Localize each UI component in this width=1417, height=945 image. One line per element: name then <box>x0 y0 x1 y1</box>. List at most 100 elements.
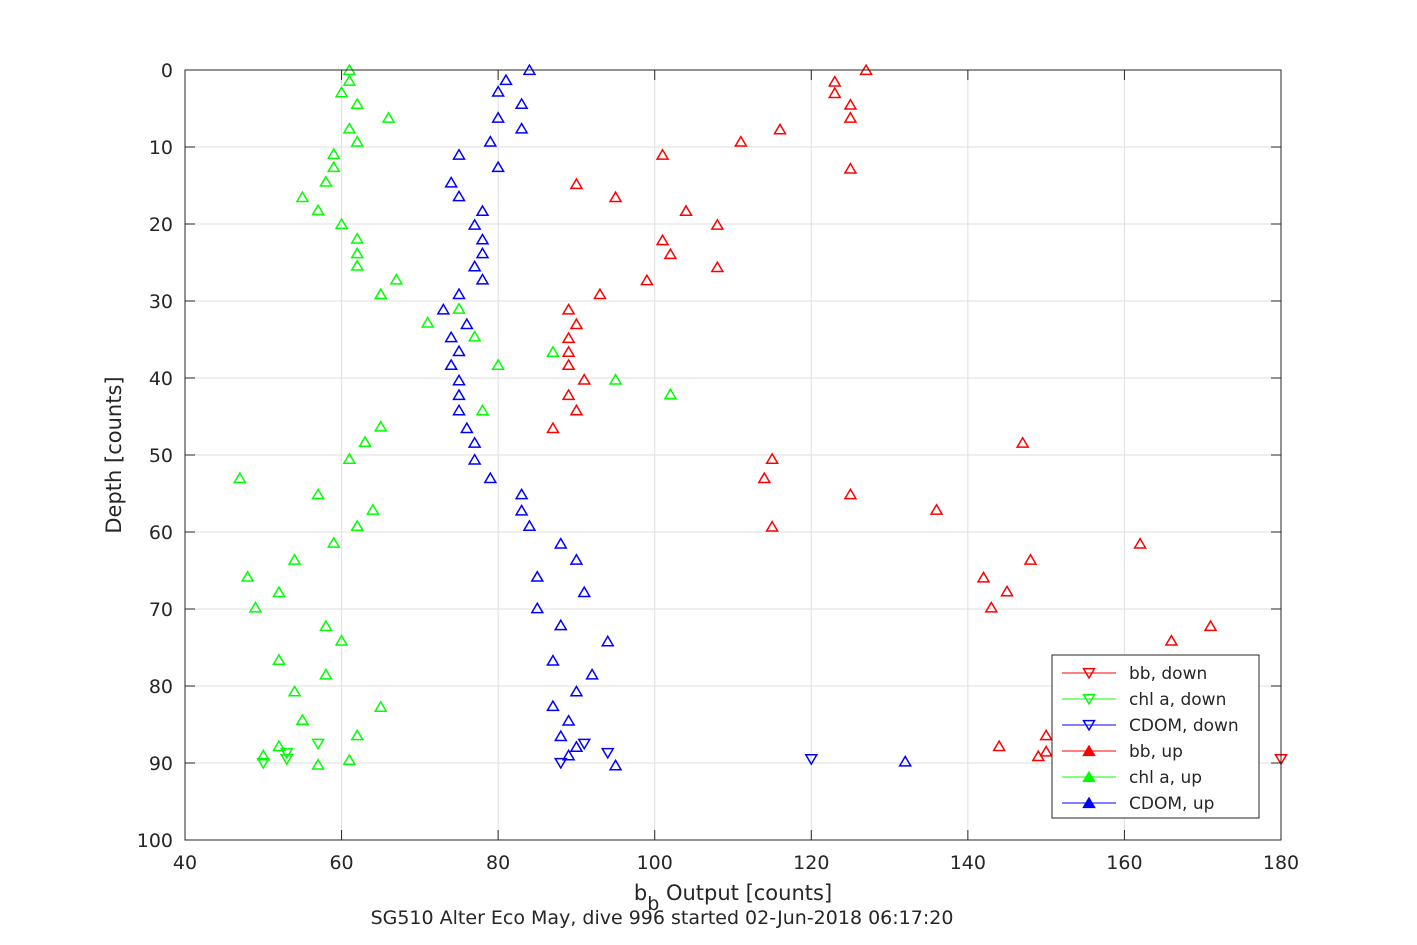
data-point <box>444 330 458 343</box>
data-point <box>773 122 787 135</box>
data-point <box>295 713 310 726</box>
data-point <box>334 85 349 98</box>
legend-marker <box>1082 744 1096 757</box>
data-point <box>272 585 286 598</box>
legend-box <box>1051 654 1260 819</box>
data-markers <box>232 63 1288 771</box>
data-point <box>460 421 474 434</box>
data-point <box>319 175 333 187</box>
data-point <box>663 387 678 400</box>
data-point <box>256 757 271 770</box>
data-point <box>663 247 678 260</box>
y-tick-label: 40 <box>149 368 173 390</box>
data-point <box>319 668 333 680</box>
legend: bb, down chl a, down CDOM, down bb, up chl a… <box>1051 654 1260 819</box>
y-tick-label: 0 <box>161 60 173 82</box>
data-point <box>992 739 1006 752</box>
data-point <box>569 177 584 190</box>
data-point <box>311 203 325 216</box>
data-point <box>757 471 772 484</box>
legend-label: bb, up <box>1129 742 1183 762</box>
data-point <box>1203 619 1218 632</box>
data-point <box>608 758 623 771</box>
data-point <box>240 570 255 582</box>
data-point <box>452 403 466 416</box>
data-point <box>342 753 357 766</box>
data-point <box>311 738 325 751</box>
y-axis-title: Depth [counts] <box>102 376 126 533</box>
data-point <box>350 259 365 271</box>
data-point <box>475 246 490 259</box>
series-4 <box>232 63 678 770</box>
data-point <box>350 135 365 147</box>
data-point <box>553 757 568 770</box>
data-point <box>843 487 858 500</box>
data-point <box>655 233 670 246</box>
y-tick-label: 100 <box>137 830 173 852</box>
data-point <box>1164 634 1179 646</box>
data-point <box>483 471 498 484</box>
data-point <box>499 73 513 86</box>
data-point <box>475 403 490 416</box>
data-point <box>279 747 294 760</box>
data-point <box>420 316 435 328</box>
data-point <box>467 329 482 342</box>
data-point <box>279 754 294 766</box>
data-point <box>710 260 725 273</box>
data-point <box>381 111 396 123</box>
y-tick-label: 60 <box>149 522 173 544</box>
data-point <box>444 175 458 188</box>
data-point <box>553 729 568 742</box>
data-point <box>373 700 388 712</box>
data-point <box>350 728 365 741</box>
data-point <box>256 748 271 761</box>
data-point <box>1031 749 1046 762</box>
data-point <box>710 218 725 230</box>
data-point <box>452 373 466 386</box>
figure-caption: SG510 Alter Eco May, dive 996 started 02… <box>371 907 954 929</box>
data-point <box>334 634 349 646</box>
data-point <box>475 232 490 245</box>
y-tick-label: 20 <box>149 214 173 236</box>
data-point <box>976 571 991 583</box>
x-tick-label: 180 <box>1263 852 1299 874</box>
data-point <box>248 601 263 613</box>
data-point <box>530 570 545 582</box>
data-point <box>569 684 584 697</box>
data-point <box>608 373 623 385</box>
data-point <box>326 160 341 173</box>
data-point <box>475 273 490 285</box>
x-tick-label: 60 <box>329 852 353 874</box>
data-point <box>444 358 458 371</box>
x-tick-label: 80 <box>486 852 510 874</box>
data-point <box>342 74 357 86</box>
y-tick-label: 50 <box>149 445 173 467</box>
data-point <box>569 740 584 752</box>
data-point <box>358 435 372 448</box>
data-point <box>561 358 576 371</box>
axis-ticks: 40 60 80 100 120 140 160 180 0 10 20 30 40 50 60 70 80 90… <box>137 60 1299 874</box>
y-tick-label: 30 <box>149 291 173 313</box>
data-point <box>569 553 584 565</box>
data-point <box>679 204 693 217</box>
data-point <box>452 189 466 202</box>
data-point <box>295 190 310 203</box>
data-point <box>467 453 482 465</box>
data-point <box>452 287 466 300</box>
data-point <box>475 204 490 217</box>
legend-marker <box>1082 796 1096 809</box>
data-point <box>311 758 325 770</box>
data-point <box>765 520 779 532</box>
data-point <box>373 420 388 432</box>
data-point <box>350 246 365 259</box>
data-point <box>491 358 505 371</box>
legend-label: CDOM, down <box>1129 716 1239 736</box>
data-point <box>436 303 451 315</box>
data-point <box>366 503 380 515</box>
data-point <box>561 303 576 315</box>
data-point <box>984 601 999 613</box>
legend-marker <box>1082 770 1096 783</box>
data-point <box>843 111 858 123</box>
data-point <box>530 601 545 614</box>
